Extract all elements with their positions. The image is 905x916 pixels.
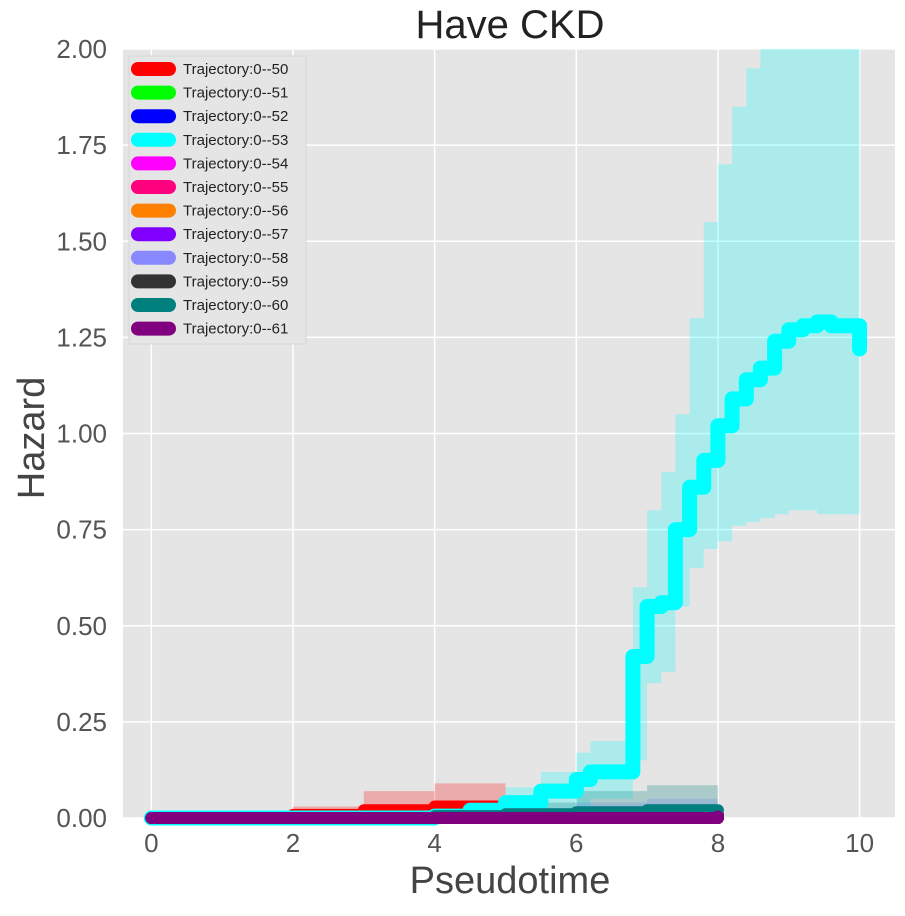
legend-label: Trajectory:0--56 xyxy=(183,203,288,220)
x-tick-label: 2 xyxy=(286,828,300,858)
y-tick-label: 1.00 xyxy=(56,419,107,449)
y-tick-labels: 0.00 0.25 0.50 0.75 1.00 1.25 1.50 1.75 2.00 xyxy=(56,34,107,833)
legend-label: Trajectory:0--58 xyxy=(183,250,288,267)
legend-item: Trajectory:0--54 xyxy=(131,155,288,172)
legend-item: Trajectory:0--52 xyxy=(131,108,288,125)
legend-label: Trajectory:0--51 xyxy=(183,85,288,102)
legend-label: Trajectory:0--57 xyxy=(183,226,288,243)
x-axis-label: Pseudotime xyxy=(410,860,611,902)
legend-label: Trajectory:0--59 xyxy=(183,273,288,290)
y-tick-label: 1.25 xyxy=(56,322,107,352)
grid-lines xyxy=(123,48,895,819)
legend-label: Trajectory:0--54 xyxy=(183,155,288,172)
y-tick-label: 1.50 xyxy=(56,226,107,256)
y-tick-label: 0.50 xyxy=(56,611,107,641)
chart-title: Have CKD xyxy=(416,3,605,47)
legend-item: Trajectory:0--59 xyxy=(131,273,288,290)
y-tick-label: 0.25 xyxy=(56,707,107,737)
legend-box xyxy=(128,55,307,345)
x-tick-label: 10 xyxy=(845,828,874,858)
legend-item: Trajectory:0--53 xyxy=(131,132,288,149)
legend-label: Trajectory:0--61 xyxy=(183,321,288,338)
legend-label: Trajectory:0--53 xyxy=(183,132,288,149)
legend-item: Trajectory:0--60 xyxy=(131,297,288,314)
legend: Trajectory:0--50 Trajectory:0--51 Trajecto… xyxy=(128,55,307,345)
y-axis-label: Hazard xyxy=(11,377,53,500)
legend-label: Trajectory:0--60 xyxy=(183,297,288,314)
y-tick-label: 0.75 xyxy=(56,515,107,545)
legend-item: Trajectory:0--58 xyxy=(131,250,288,267)
x-tick-label: 4 xyxy=(427,828,441,858)
x-tick-label: 6 xyxy=(569,828,583,858)
y-tick-label: 2.00 xyxy=(56,34,107,64)
y-tick-label: 1.75 xyxy=(56,130,107,160)
y-tick-label: 0.00 xyxy=(56,803,107,833)
legend-item: Trajectory:0--61 xyxy=(131,321,288,338)
legend-item: Trajectory:0--55 xyxy=(131,179,288,196)
series-line xyxy=(143,314,868,826)
x-tick-label: 8 xyxy=(711,828,725,858)
legend-label: Trajectory:0--50 xyxy=(183,61,288,78)
legend-item: Trajectory:0--51 xyxy=(131,85,288,102)
legend-item: Trajectory:0--56 xyxy=(131,203,288,220)
legend-item: Trajectory:0--57 xyxy=(131,226,288,243)
legend-label: Trajectory:0--55 xyxy=(183,179,288,196)
series-line xyxy=(145,810,724,824)
legend-item: Trajectory:0--50 xyxy=(131,61,288,78)
x-tick-labels: 0 2 4 6 8 10 xyxy=(144,828,874,858)
legend-label: Trajectory:0--52 xyxy=(183,108,288,125)
series-lines xyxy=(143,314,868,826)
x-tick-label: 0 xyxy=(144,828,158,858)
